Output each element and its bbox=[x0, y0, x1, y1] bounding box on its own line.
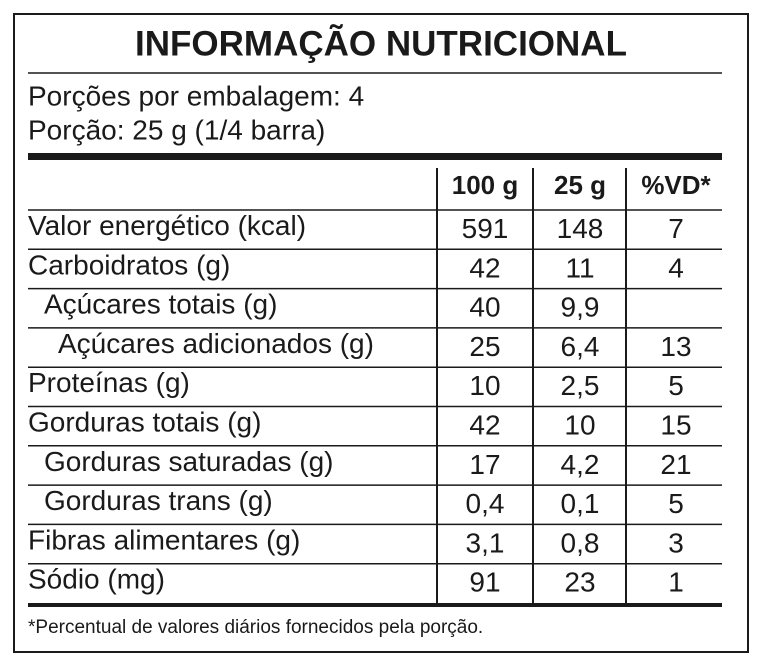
column-header: %VD* bbox=[641, 170, 711, 200]
nutrient-name: Gorduras saturadas (g) bbox=[44, 446, 333, 477]
nutrient-value: 5 bbox=[668, 488, 684, 519]
nutrient-value: 4,2 bbox=[561, 449, 600, 480]
nutrient-value: 25 bbox=[469, 331, 500, 362]
nutrient-name: Gorduras totais (g) bbox=[28, 407, 261, 438]
nutrient-name: Carboidratos (g) bbox=[28, 249, 230, 280]
nutrient-value: 1 bbox=[668, 567, 684, 598]
servings-per-package: Porções por embalagem: 4 bbox=[28, 80, 364, 111]
nutrient-name: Açúcares totais (g) bbox=[44, 289, 277, 320]
nutrient-value: 10 bbox=[564, 410, 595, 441]
serving-size: Porção: 25 g (1/4 barra) bbox=[28, 114, 325, 145]
nutrient-value: 23 bbox=[564, 567, 595, 598]
nutrient-value: 17 bbox=[469, 449, 500, 480]
table: 100 g 25 g %VD*Valor energético (kcal) 591 1… bbox=[28, 168, 722, 603]
footnote: *Percentual de valores diários fornecido… bbox=[28, 617, 483, 638]
nutrient-value: 3,1 bbox=[466, 527, 505, 558]
column-header: 100 g bbox=[452, 170, 519, 200]
nutrient-value: 2,5 bbox=[561, 370, 600, 401]
nutrient-value: 0,4 bbox=[466, 488, 505, 519]
nutrient-value: 0,1 bbox=[561, 488, 600, 519]
nutrient-value: 21 bbox=[660, 449, 691, 480]
nutrient-value: 7 bbox=[668, 213, 684, 244]
nutrient-name: Proteínas (g) bbox=[28, 367, 190, 398]
nutrient-value: 6,4 bbox=[561, 331, 600, 362]
nutrient-value: 13 bbox=[660, 331, 691, 362]
nutrient-name: Sódio (mg) bbox=[28, 564, 165, 595]
nutrient-value: 0,8 bbox=[561, 527, 600, 558]
nutrient-name: Gorduras trans (g) bbox=[44, 485, 273, 516]
nutrient-value: 42 bbox=[469, 252, 500, 283]
nutrient-value: 3 bbox=[668, 527, 684, 558]
nutrient-value: 15 bbox=[660, 410, 691, 441]
nutrient-value: 5 bbox=[668, 370, 684, 401]
nutrient-value: 4 bbox=[668, 252, 684, 283]
bottom-rule bbox=[28, 603, 722, 607]
nutrient-name: Fibras alimentares (g) bbox=[28, 524, 300, 555]
nutrient-value: 148 bbox=[557, 213, 604, 244]
nutrient-value: 10 bbox=[469, 370, 500, 401]
nutrient-value: 11 bbox=[565, 252, 594, 283]
nutrient-value: 591 bbox=[462, 213, 509, 244]
nutrient-name: Valor energético (kcal) bbox=[28, 210, 306, 241]
column-header: 25 g bbox=[554, 170, 606, 200]
nutrient-name: Açúcares adicionados (g) bbox=[58, 328, 374, 359]
nutrient-value: 40 bbox=[469, 292, 500, 323]
nutrient-value: 42 bbox=[469, 410, 500, 441]
title: INFORMAÇÃO NUTRICIONAL bbox=[135, 24, 627, 63]
thick-rule bbox=[28, 153, 722, 160]
nutrient-value: 91 bbox=[469, 567, 500, 598]
nutrient-value: 9,9 bbox=[561, 292, 600, 323]
